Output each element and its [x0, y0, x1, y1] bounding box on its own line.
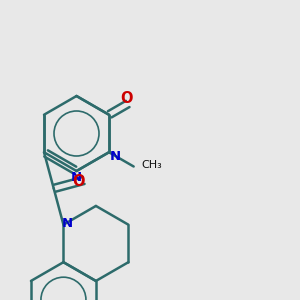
Text: N: N — [62, 217, 73, 230]
Text: O: O — [72, 174, 85, 189]
Text: CH₃: CH₃ — [141, 160, 162, 170]
Text: O: O — [121, 91, 133, 106]
Text: N: N — [109, 150, 120, 163]
Text: N: N — [71, 171, 82, 184]
